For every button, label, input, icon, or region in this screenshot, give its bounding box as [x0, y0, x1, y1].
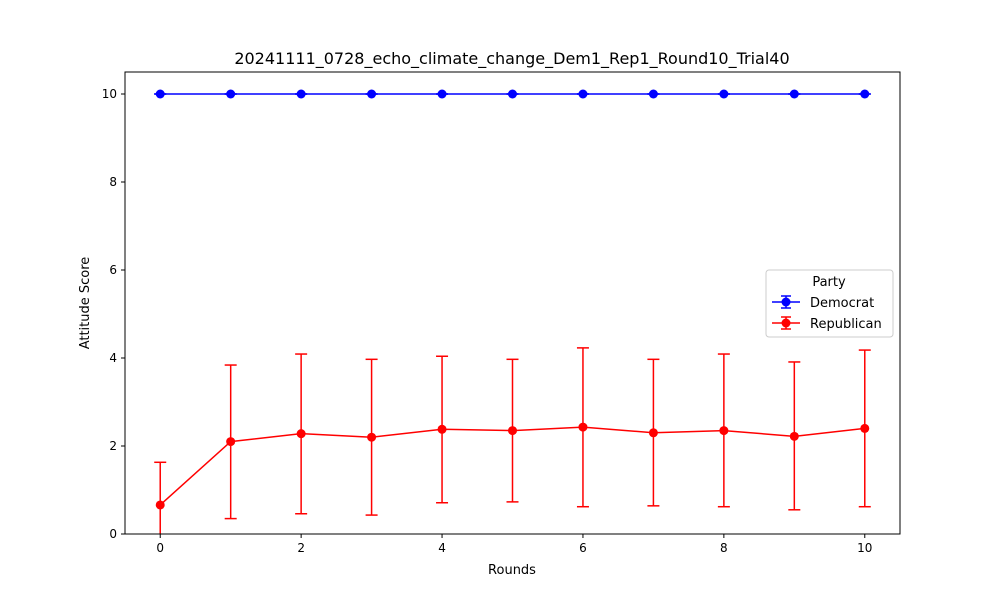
plot-frame — [124, 71, 901, 535]
republican-point — [155, 500, 165, 510]
y-tick-label: 0 — [109, 527, 117, 541]
republican-point — [789, 431, 799, 441]
democrat-point — [437, 89, 447, 99]
democrat-point — [296, 89, 306, 99]
legend-box — [765, 269, 894, 338]
x-axis-label: Rounds — [488, 563, 536, 578]
democrat-point — [155, 89, 165, 99]
y-axis-label: Attitude Score — [78, 257, 93, 350]
republican-point — [296, 429, 306, 439]
y-tick-label: 8 — [109, 175, 117, 189]
legend-entry-republican: Republican — [772, 316, 882, 332]
democrat-point — [367, 89, 377, 99]
y-tick-label: 2 — [109, 439, 117, 453]
republican-point — [860, 423, 870, 433]
legend-entry-democrat: Democrat — [772, 295, 874, 311]
x-tick-label: 4 — [438, 541, 446, 555]
x-tick-label: 10 — [857, 541, 872, 555]
republican-point — [508, 426, 517, 436]
chart-title: 20241111_0728_echo_climate_change_Dem1_R… — [234, 49, 789, 69]
y-tick-label: 6 — [109, 263, 117, 277]
democrat-point — [789, 89, 799, 99]
democrat-point — [648, 89, 658, 99]
democrat-point — [860, 89, 870, 99]
democrat-point — [508, 89, 517, 99]
series-republican — [154, 347, 871, 534]
legend-label-democrat: Democrat — [810, 296, 874, 311]
republican-point — [226, 437, 236, 447]
legend-label-republican: Republican — [810, 317, 882, 332]
plot-area — [154, 89, 871, 534]
legend-marker-republican — [781, 318, 791, 328]
x-tick-label: 8 — [720, 541, 728, 555]
republican-point — [437, 424, 447, 434]
legend-marker-democrat — [781, 297, 791, 307]
republican-point — [719, 426, 729, 436]
republican-point — [578, 422, 588, 432]
republican-point — [367, 432, 377, 442]
x-tick-label: 0 — [156, 541, 164, 555]
democrat-point — [719, 89, 729, 99]
legend: Party Democrat Republican — [765, 269, 894, 338]
x-tick-label: 6 — [579, 541, 587, 555]
republican-point — [648, 428, 658, 438]
democrat-point — [578, 89, 588, 99]
y-tick-label: 4 — [109, 351, 117, 365]
axes: 0 2 4 6 8 10 0 2 4 6 8 10 — [102, 87, 873, 555]
democrat-point — [226, 89, 236, 99]
legend-title: Party — [812, 275, 846, 290]
series-democrat — [154, 89, 871, 99]
x-tick-label: 2 — [297, 541, 305, 555]
y-tick-label: 10 — [102, 87, 117, 101]
